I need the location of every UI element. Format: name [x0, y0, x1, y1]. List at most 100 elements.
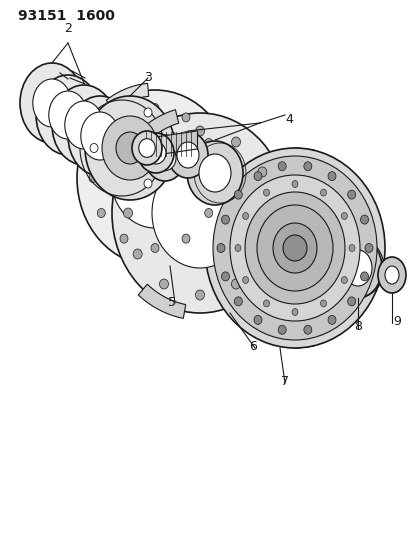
Ellipse shape — [216, 244, 224, 253]
Ellipse shape — [151, 244, 159, 253]
Text: 8: 8 — [353, 320, 361, 333]
Ellipse shape — [254, 172, 261, 181]
Text: 93151  1600: 93151 1600 — [18, 9, 114, 23]
Text: 9: 9 — [392, 315, 400, 328]
Ellipse shape — [145, 135, 185, 181]
Ellipse shape — [348, 245, 354, 252]
Ellipse shape — [182, 234, 190, 243]
Ellipse shape — [195, 290, 204, 300]
Ellipse shape — [333, 238, 381, 298]
Ellipse shape — [138, 133, 173, 173]
Ellipse shape — [303, 325, 311, 334]
Ellipse shape — [360, 272, 368, 281]
Ellipse shape — [212, 156, 376, 340]
Ellipse shape — [364, 244, 372, 253]
Ellipse shape — [138, 139, 155, 157]
Ellipse shape — [231, 137, 240, 147]
Ellipse shape — [116, 132, 144, 164]
Ellipse shape — [151, 103, 159, 112]
Ellipse shape — [347, 190, 355, 199]
Ellipse shape — [111, 128, 199, 228]
Polygon shape — [142, 131, 197, 157]
Text: 6: 6 — [249, 340, 256, 353]
Ellipse shape — [244, 192, 344, 304]
Text: 5: 5 — [168, 296, 176, 309]
Ellipse shape — [159, 137, 168, 147]
Ellipse shape — [341, 213, 347, 220]
Ellipse shape — [97, 139, 105, 148]
Ellipse shape — [327, 316, 335, 325]
Ellipse shape — [320, 189, 326, 196]
Text: 2: 2 — [64, 22, 72, 35]
Ellipse shape — [242, 277, 248, 284]
Ellipse shape — [146, 142, 166, 164]
Text: 4: 4 — [284, 113, 292, 126]
Polygon shape — [139, 110, 178, 142]
Ellipse shape — [102, 116, 158, 180]
Ellipse shape — [144, 108, 152, 117]
Ellipse shape — [120, 234, 128, 243]
Ellipse shape — [257, 167, 266, 177]
Ellipse shape — [199, 154, 230, 192]
Ellipse shape — [254, 316, 261, 325]
Ellipse shape — [33, 79, 71, 127]
Ellipse shape — [154, 146, 176, 171]
Polygon shape — [204, 148, 312, 348]
Ellipse shape — [65, 101, 103, 149]
Ellipse shape — [221, 272, 229, 281]
Ellipse shape — [230, 175, 359, 321]
Ellipse shape — [152, 158, 247, 268]
Ellipse shape — [187, 141, 242, 205]
Ellipse shape — [291, 309, 297, 316]
Ellipse shape — [291, 181, 297, 188]
Ellipse shape — [278, 161, 285, 171]
Ellipse shape — [320, 300, 326, 307]
Ellipse shape — [303, 161, 311, 171]
Ellipse shape — [347, 297, 355, 306]
Ellipse shape — [257, 249, 266, 259]
Ellipse shape — [195, 126, 204, 136]
Ellipse shape — [133, 167, 142, 177]
Ellipse shape — [267, 208, 276, 218]
Ellipse shape — [20, 63, 84, 143]
Ellipse shape — [144, 179, 152, 188]
Ellipse shape — [327, 172, 335, 181]
Ellipse shape — [85, 96, 175, 200]
Text: 3: 3 — [144, 71, 152, 84]
Ellipse shape — [120, 113, 128, 122]
Ellipse shape — [159, 279, 168, 289]
Ellipse shape — [182, 113, 190, 122]
Ellipse shape — [81, 112, 119, 160]
Ellipse shape — [384, 266, 398, 284]
Ellipse shape — [272, 223, 316, 273]
Polygon shape — [106, 83, 148, 111]
Text: 7: 7 — [280, 375, 288, 388]
Ellipse shape — [36, 75, 100, 155]
Ellipse shape — [234, 297, 242, 306]
Ellipse shape — [231, 279, 240, 289]
Ellipse shape — [204, 208, 212, 217]
Ellipse shape — [282, 235, 306, 261]
Ellipse shape — [341, 277, 347, 284]
Ellipse shape — [278, 325, 285, 334]
Ellipse shape — [133, 249, 142, 259]
Ellipse shape — [168, 132, 207, 178]
Ellipse shape — [242, 213, 248, 220]
Ellipse shape — [177, 142, 199, 168]
Ellipse shape — [256, 205, 332, 291]
Ellipse shape — [52, 85, 116, 165]
Ellipse shape — [263, 300, 269, 307]
Ellipse shape — [112, 113, 287, 313]
Polygon shape — [138, 284, 185, 318]
Ellipse shape — [97, 208, 105, 217]
Ellipse shape — [221, 215, 229, 224]
Ellipse shape — [343, 250, 371, 286]
Ellipse shape — [360, 215, 368, 224]
Ellipse shape — [132, 131, 161, 165]
Ellipse shape — [68, 96, 132, 176]
Ellipse shape — [77, 90, 233, 266]
Ellipse shape — [123, 208, 132, 218]
Ellipse shape — [212, 174, 221, 182]
Ellipse shape — [235, 245, 240, 252]
Ellipse shape — [234, 190, 242, 199]
